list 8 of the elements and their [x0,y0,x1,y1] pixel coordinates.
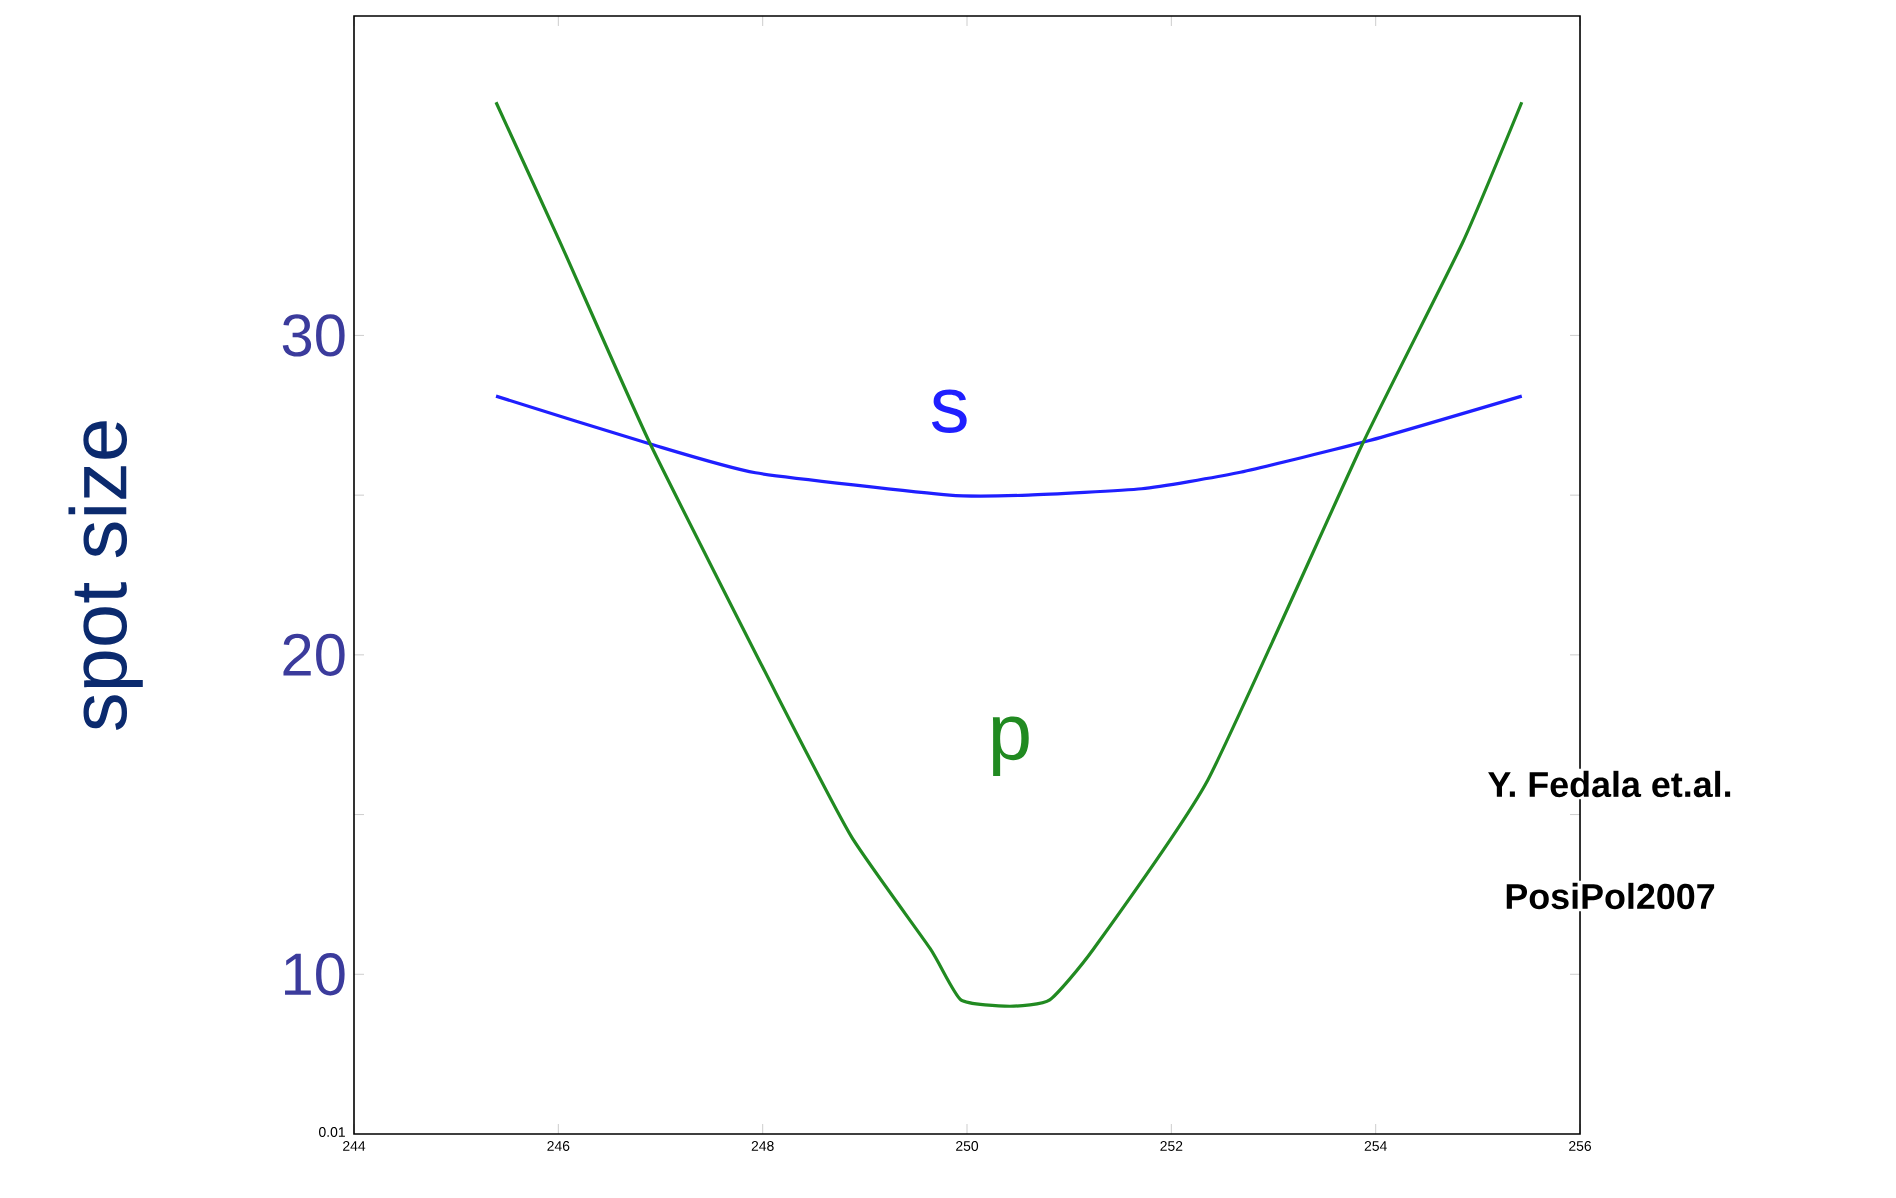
series-label: s [931,389,967,433]
y-tick-label: 20 [283,633,345,677]
series-label: p [992,716,1029,776]
annotation: PosiPol2007 [1506,882,1715,910]
y-tick-label: 10 [285,953,345,996]
y-axis-title: spot size [68,421,143,731]
y-tick-label: 30 [282,314,345,357]
annotation: Y. Fedala et.al. [1488,770,1731,798]
